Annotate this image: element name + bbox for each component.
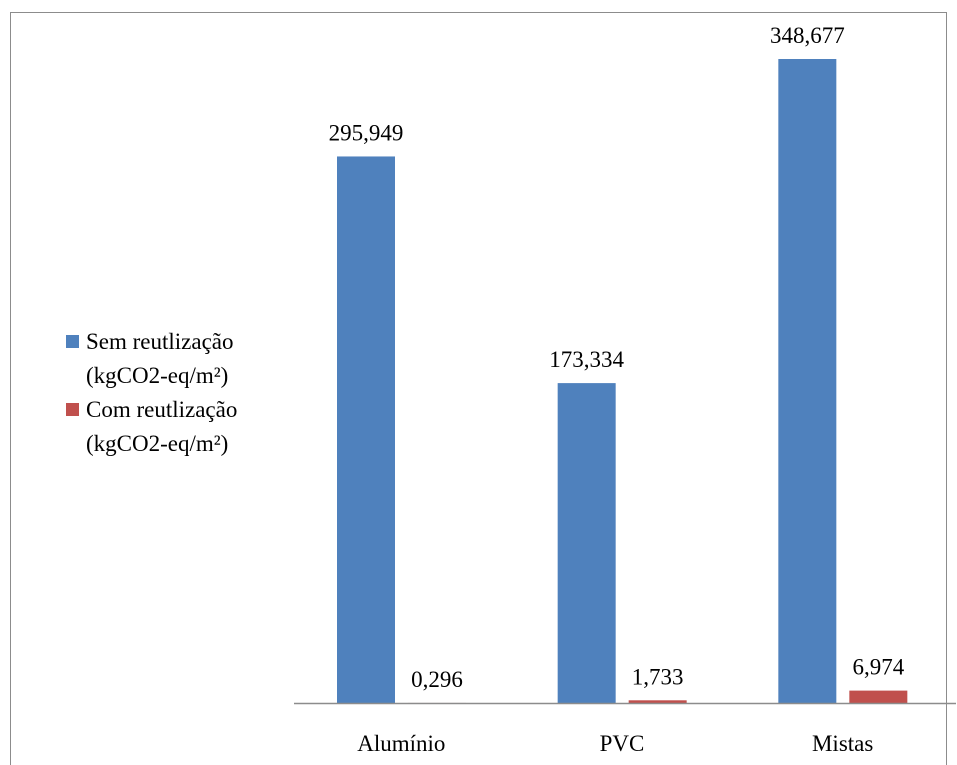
chart-legend: Sem reutlização (kgCO2-eq/m²) Com reutli… <box>66 325 296 461</box>
legend-label-sem-reutilizacao: Sem reutlização (kgCO2-eq/m²) <box>86 329 234 388</box>
data-label-sem-mistas: 348,677 <box>770 23 845 48</box>
data-label-sem-pvc: 173,334 <box>549 347 624 372</box>
bar-sem-mistas <box>778 59 837 704</box>
bar-com-pvc <box>628 700 687 704</box>
legend-swatch-sem-reutilizacao <box>66 335 79 348</box>
bar-sem-pvc <box>557 383 616 704</box>
legend-item-com-reutilizacao: Com reutlização (kgCO2-eq/m²) <box>66 393 296 461</box>
x-tick-label-mistas: Mistas <box>812 731 873 756</box>
x-tick-label-pvc: PVC <box>600 731 645 756</box>
legend-item-sem-reutilizacao: Sem reutlização (kgCO2-eq/m²) <box>66 325 296 393</box>
bar-com-mistas <box>849 690 908 704</box>
data-label-com-mistas: 6,974 <box>852 655 904 680</box>
legend-label-com-reutilizacao: Com reutlização (kgCO2-eq/m²) <box>86 397 238 456</box>
data-label-com-alumínio: 0,296 <box>411 667 463 692</box>
x-tick-label-alumínio: Alumínio <box>357 731 445 756</box>
legend-swatch-com-reutilizacao <box>66 403 79 416</box>
data-label-sem-alumínio: 295,949 <box>329 120 404 145</box>
bar-sem-alumínio <box>337 156 395 704</box>
data-label-com-pvc: 1,733 <box>632 664 684 689</box>
